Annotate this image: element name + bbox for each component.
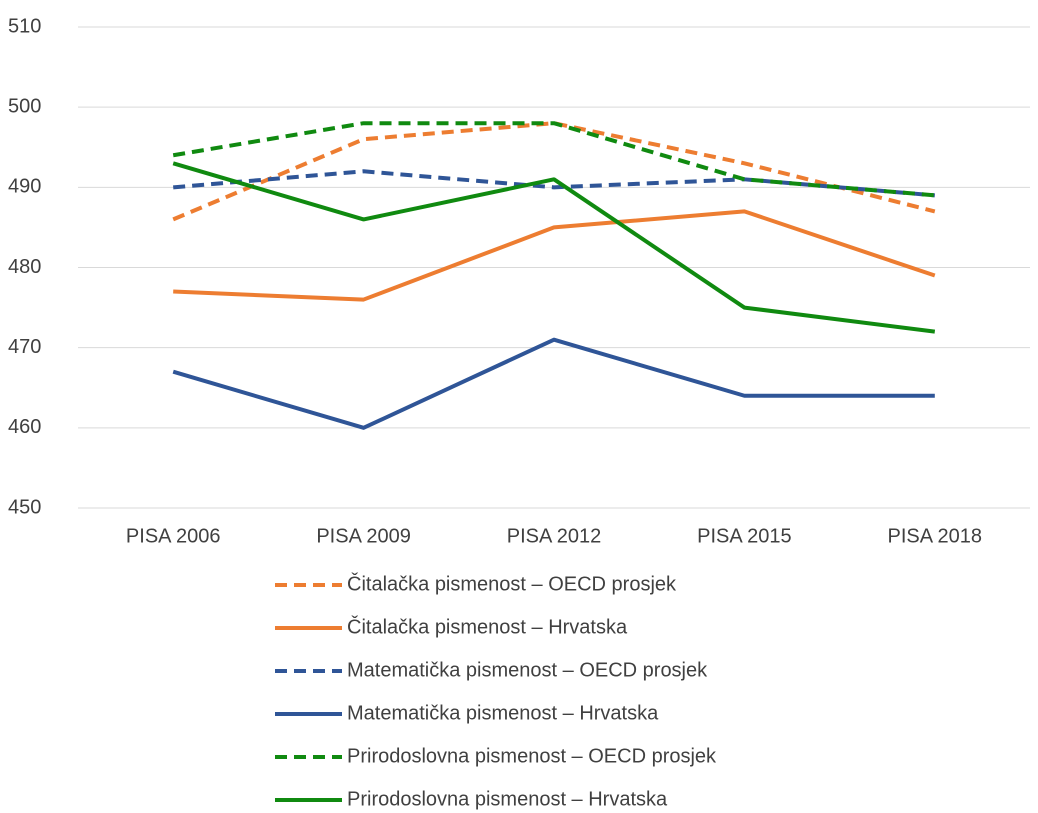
legend-label: Matematička pismenost – Hrvatska xyxy=(347,702,659,724)
x-tick-label: PISA 2009 xyxy=(316,525,411,547)
series-line xyxy=(172,337,935,430)
series-line xyxy=(173,209,936,302)
legend-label: Prirodoslovna pismenost – OECD prosjek xyxy=(347,745,717,767)
y-tick-label: 510 xyxy=(8,15,41,37)
y-tick-label: 500 xyxy=(8,95,41,117)
series-line xyxy=(172,121,935,198)
series-line xyxy=(172,121,936,222)
legend-label: Čitalačka pismenost – Hrvatska xyxy=(347,615,628,638)
y-tick-label: 470 xyxy=(8,336,41,358)
x-tick-label: PISA 2012 xyxy=(507,525,602,547)
y-tick-label: 490 xyxy=(8,176,41,198)
y-tick-label: 480 xyxy=(8,256,41,278)
x-tick-label: PISA 2018 xyxy=(888,525,983,547)
legend-label: Matematička pismenost – OECD prosjek xyxy=(347,659,708,681)
series-line xyxy=(172,161,936,334)
legend-label: Prirodoslovna pismenost – Hrvatska xyxy=(347,788,668,810)
y-tick-label: 450 xyxy=(8,496,41,518)
y-tick-label: 460 xyxy=(8,416,41,438)
legend-label: Čitalačka pismenost – OECD prosjek xyxy=(347,572,677,595)
x-tick-label: PISA 2006 xyxy=(126,525,221,547)
series-line xyxy=(173,169,935,198)
x-tick-label: PISA 2015 xyxy=(697,525,792,547)
